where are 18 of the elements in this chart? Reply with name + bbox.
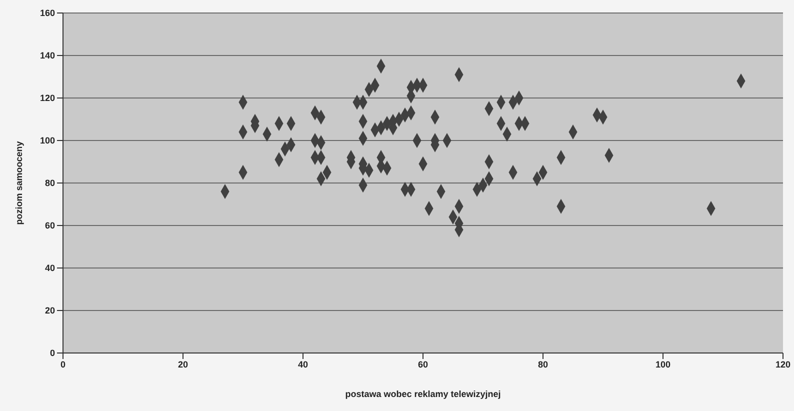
x-tick-label: 100: [655, 359, 671, 370]
y-tick-label: 120: [40, 93, 55, 104]
y-tick-label: 0: [50, 348, 55, 358]
x-tick-label: 20: [178, 359, 188, 370]
y-tick-label: 160: [40, 8, 55, 18]
y-tick-label: 20: [44, 306, 55, 316]
x-tick-label: 120: [775, 359, 791, 370]
y-tick-label: 60: [44, 220, 55, 231]
y-tick-label: 140: [40, 50, 55, 61]
x-tick-label: 0: [60, 359, 66, 370]
x-tick-label: 80: [538, 359, 548, 370]
x-tick-label: 60: [418, 359, 428, 370]
x-axis-title: postawa wobec reklamy telewizyjnej: [345, 389, 501, 399]
x-tick-label: 40: [298, 359, 308, 370]
y-axis-title: poziom samooceny: [14, 141, 24, 225]
y-tick-label: 80: [44, 178, 55, 188]
y-tick-label: 40: [44, 263, 55, 274]
y-tick-label: 100: [40, 136, 55, 146]
